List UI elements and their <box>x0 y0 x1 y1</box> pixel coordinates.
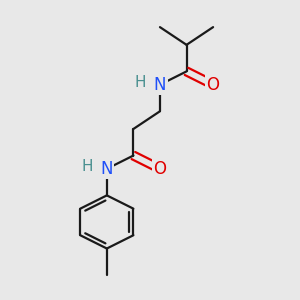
Text: O: O <box>207 76 220 94</box>
Text: O: O <box>154 160 166 178</box>
Text: N: N <box>100 160 113 178</box>
Text: H: H <box>134 75 146 90</box>
Text: N: N <box>154 76 166 94</box>
Text: H: H <box>81 159 93 174</box>
